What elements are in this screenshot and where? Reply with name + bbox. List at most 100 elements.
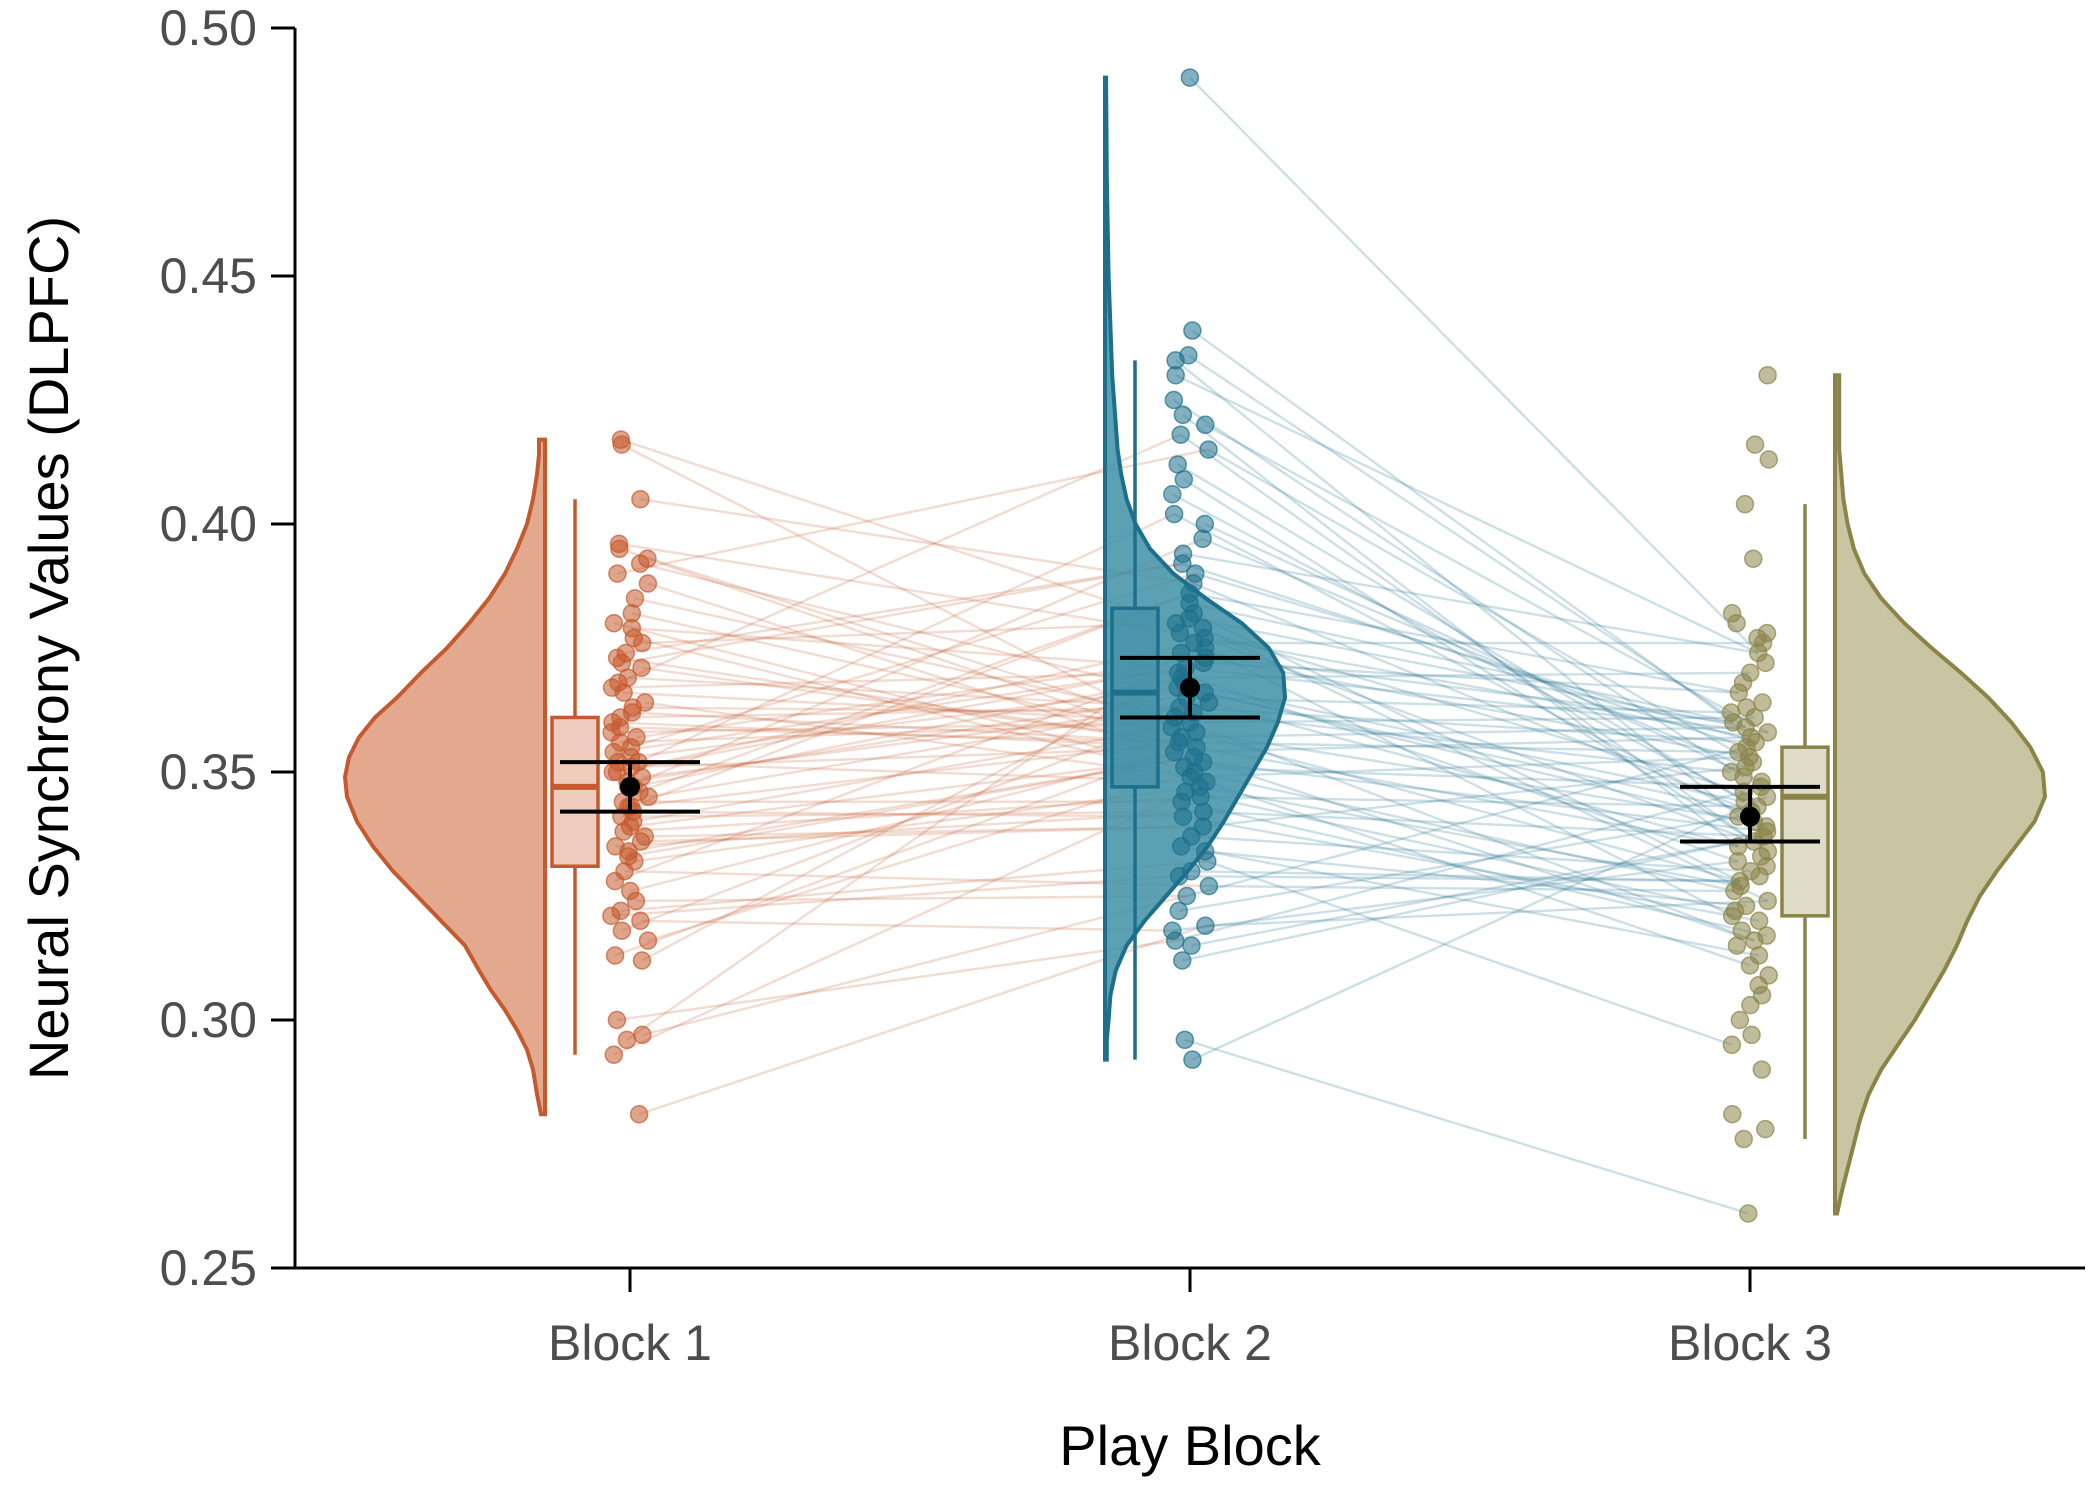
data-point (1186, 564, 1205, 583)
data-point (1183, 1050, 1202, 1069)
data-point (629, 1104, 649, 1124)
data-point (1164, 390, 1184, 410)
paired-line (1174, 790, 1745, 942)
data-point (1732, 921, 1752, 940)
data-point (1193, 618, 1213, 638)
y-tick-label: 0.40 (160, 496, 257, 552)
paired-line (1191, 870, 1740, 883)
paired-line (632, 711, 1179, 744)
paired-line (1174, 359, 1765, 838)
data-point (1739, 1204, 1758, 1223)
paired-line (1194, 572, 1757, 744)
paired-line (642, 622, 1177, 645)
paired-line (1185, 790, 1736, 913)
paired-line (617, 433, 1182, 684)
data-point (638, 931, 658, 950)
paired-line (633, 810, 1183, 818)
data-point (1730, 1010, 1750, 1030)
paired-line (632, 676, 1182, 789)
data-point (625, 589, 645, 608)
paired-line (1202, 537, 1747, 769)
paired-line (1189, 617, 1746, 729)
data-point (1758, 723, 1778, 742)
paired-line (1202, 765, 1746, 828)
paired-line (1203, 661, 1739, 694)
paired-line (611, 874, 1180, 918)
data-point (1757, 926, 1776, 945)
series-group-1 (342, 430, 700, 1124)
paired-line (1204, 522, 1763, 784)
box-body (1780, 745, 1830, 918)
paired-line (1180, 845, 1760, 957)
paired-line (619, 726, 1179, 744)
data-point (1722, 604, 1742, 623)
series-group-2 (1103, 68, 1288, 1069)
y-tick-label: 0.50 (160, 0, 257, 56)
paired-line (613, 666, 1186, 754)
paired-line (616, 939, 1176, 1022)
paired-line (621, 562, 1183, 665)
data-point (1196, 415, 1215, 435)
y-tick-label: 0.25 (160, 1240, 257, 1296)
mean-point (1180, 677, 1200, 698)
data-point (612, 921, 632, 940)
paired-line (626, 651, 1182, 1041)
data-point (1735, 494, 1755, 514)
y-axis-title: Neural Synchrony Values (DLPFC) (17, 216, 80, 1080)
data-point (1723, 1104, 1742, 1124)
data-point (1749, 911, 1769, 931)
data-point (1164, 504, 1184, 524)
data-point (1182, 936, 1201, 955)
data-point (1752, 1060, 1772, 1079)
paired-line (621, 443, 1173, 729)
paired-line (1186, 746, 1747, 898)
data-point (617, 1030, 637, 1050)
paired-line (1175, 374, 1759, 655)
paired-line (1171, 493, 1758, 808)
paired-line (1202, 627, 1769, 903)
paired-line (1208, 884, 1735, 893)
data-point (1744, 549, 1763, 568)
paired-line (1196, 731, 1755, 823)
data-point (1741, 663, 1760, 683)
paired-line (1193, 755, 1755, 942)
data-point (1745, 435, 1765, 454)
series-group-3 (1680, 365, 2048, 1223)
paired-line (1174, 736, 1751, 754)
paired-line (1203, 810, 1764, 838)
paired-line (633, 636, 1192, 779)
paired-line (637, 512, 1175, 764)
paired-line (616, 641, 1195, 774)
data-point (604, 613, 624, 633)
data-point (1759, 450, 1779, 469)
data-point (609, 534, 629, 554)
data-point (1199, 440, 1218, 459)
paired-line (631, 746, 1197, 769)
paired-line (614, 751, 1175, 957)
paired-line (620, 438, 1177, 625)
paired-line (621, 716, 1176, 932)
x-axis-title: Play Block (1059, 1414, 1321, 1477)
paired-line (1174, 716, 1755, 942)
paired-line (620, 706, 1180, 719)
paired-line (1205, 780, 1751, 967)
paired-line (630, 572, 1196, 749)
data-point (1753, 693, 1772, 712)
data-point (1163, 921, 1182, 940)
data-point (1195, 514, 1215, 534)
y-tick-label: 0.35 (160, 744, 257, 800)
paired-line (630, 755, 1194, 828)
paired-line (1196, 746, 1739, 848)
density-cloud (1103, 75, 1288, 1062)
data-point (1168, 455, 1187, 474)
data-point (1721, 703, 1741, 722)
data-point (1173, 544, 1193, 564)
data-point (1758, 891, 1777, 911)
paired-line (1177, 463, 1746, 803)
paired-line (1171, 726, 1741, 883)
data-point (604, 1045, 624, 1064)
data-point (1734, 1129, 1753, 1149)
data-point (1171, 425, 1190, 444)
